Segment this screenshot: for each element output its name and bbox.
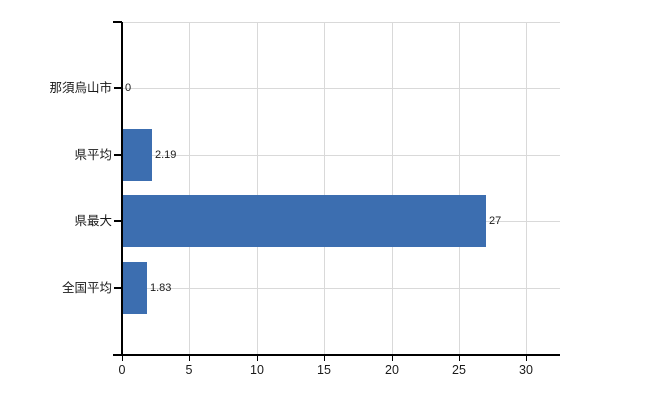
x-axis-line <box>113 354 560 356</box>
x-tick-label: 20 <box>385 363 399 377</box>
plot-top-border <box>122 22 560 23</box>
y-axis-top-tick <box>113 21 122 23</box>
category-label: 全国平均 <box>61 281 112 295</box>
x-axis-tick <box>459 354 460 361</box>
bar-value-label: 2.19 <box>155 149 177 161</box>
bar-value-label: 0 <box>125 82 132 94</box>
x-tick-label: 5 <box>185 363 193 377</box>
x-tick-label: 15 <box>317 363 331 377</box>
bar-1 <box>122 129 152 181</box>
horizontal-gridline <box>122 288 560 289</box>
category-label: 県最大 <box>74 214 112 228</box>
horizontal-gridline <box>122 155 560 156</box>
x-axis-tick <box>122 354 123 361</box>
bar-value-label: 1.83 <box>150 282 172 294</box>
x-tick-label: 0 <box>118 363 126 377</box>
y-axis-tick <box>114 287 122 289</box>
vertical-gridline <box>189 22 191 354</box>
bar-3 <box>122 262 147 314</box>
x-axis-tick <box>189 354 190 361</box>
bar-value-label: 27 <box>489 215 502 227</box>
category-label: 那須烏山市 <box>49 81 112 95</box>
y-axis-tick <box>114 87 122 89</box>
x-axis-tick <box>257 354 258 361</box>
y-axis-tick <box>114 154 122 156</box>
x-tick-label: 25 <box>452 363 466 377</box>
x-tick-label: 30 <box>519 363 533 377</box>
x-tick-label: 10 <box>250 363 264 377</box>
vertical-gridline <box>324 22 326 354</box>
x-axis-tick <box>392 354 393 361</box>
y-axis-tick <box>114 220 122 222</box>
bar-2 <box>122 195 486 247</box>
y-axis-line <box>121 22 123 356</box>
x-axis-tick <box>324 354 325 361</box>
vertical-gridline <box>391 22 393 354</box>
vertical-gridline <box>526 22 528 354</box>
x-axis-tick <box>526 354 527 361</box>
category-label: 県平均 <box>74 148 112 162</box>
vertical-gridline <box>256 22 258 354</box>
horizontal-gridline <box>122 88 560 89</box>
vertical-gridline <box>459 22 460 354</box>
